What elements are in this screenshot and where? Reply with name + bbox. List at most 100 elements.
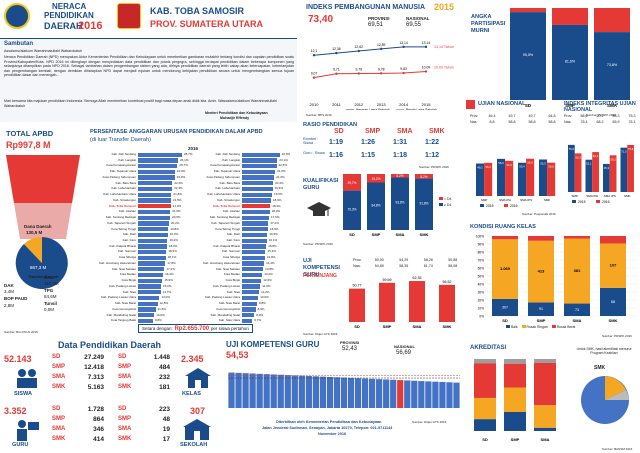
ukg-big-bar bbox=[439, 382, 446, 408]
akreditasi-smk-label: SMK bbox=[594, 365, 606, 371]
persentase-bar bbox=[242, 313, 255, 318]
kondisi-bar-berat bbox=[492, 236, 518, 240]
kondisi-ytick: 50% bbox=[478, 275, 485, 279]
persentase-row-label: Kab. Padang Lawas bbox=[109, 283, 136, 288]
ukg-big-bar bbox=[354, 378, 362, 408]
persentase-bar bbox=[138, 215, 171, 220]
rasio-col-smk: SMK bbox=[429, 128, 445, 135]
persentase-bar bbox=[138, 192, 172, 197]
ujian-nas-value: 58,8 bbox=[548, 120, 556, 124]
persentase-row-label: Kota Sibolga bbox=[118, 255, 136, 260]
persentase-row-label: Kota Medan bbox=[119, 272, 136, 277]
ipm-point-harapan bbox=[357, 49, 360, 53]
apbd-dau-label: DAU bbox=[44, 275, 54, 280]
ujian-legend-2015: 2015 bbox=[486, 204, 494, 208]
akreditasi-bar-segment bbox=[474, 397, 496, 420]
akreditasi-category: SD bbox=[482, 437, 488, 442]
persentase-bar bbox=[138, 249, 167, 255]
persentase-row-value: 20,3% bbox=[275, 180, 284, 185]
kelas-level: SD bbox=[118, 354, 127, 360]
integritas-nas-value: 76,4 bbox=[580, 120, 588, 124]
apbd-tpg-label: TPG bbox=[44, 288, 54, 293]
kondisi-bar-baik bbox=[492, 298, 518, 316]
persentase-row-value: 8,9% bbox=[257, 306, 265, 311]
persentase-row-label: Kab. Toba Samosir bbox=[109, 203, 136, 208]
guru-value: 1.728 bbox=[87, 406, 104, 413]
ipm-source: Sumber: BPS 2016 bbox=[306, 113, 332, 117]
guru-label: GURU bbox=[12, 442, 29, 448]
akreditasi-panel: AKREDITASI SD SMP SMA Untuk SMK, hasil akr… bbox=[466, 343, 640, 453]
kualifikasi-source: Sumber: PDSPK 2016 bbox=[303, 242, 333, 246]
kondisi-bar-berat bbox=[528, 236, 554, 241]
ukg-big-nasional-label: NASIONAL bbox=[394, 344, 415, 349]
ukg-big-bar bbox=[369, 378, 376, 408]
persentase-row-label: Kab. Humbang Hasundutan bbox=[98, 260, 136, 265]
ipm-year-tick: 2014 bbox=[399, 102, 409, 107]
persentase-row-label: Kab. Serdang Bedagai bbox=[209, 215, 240, 220]
ipm-year: 2015 bbox=[434, 2, 455, 12]
akreditasi-title: AKREDITASI bbox=[470, 345, 507, 351]
persentase-row-value: 17,8% bbox=[167, 260, 176, 265]
ujian-label-2016: 53,3 bbox=[506, 163, 512, 167]
persentase-row-value: 22,5% bbox=[278, 163, 288, 168]
persentase-bar bbox=[138, 278, 163, 283]
persentase-bar bbox=[242, 232, 268, 238]
ukg-small-bar-label: 50,77 bbox=[353, 284, 362, 288]
ukg-small-nas-value: 54,89 bbox=[374, 264, 384, 268]
persentase-row-label: Kab. Deli Serdang bbox=[215, 152, 240, 156]
kualifikasi-bottom-label: 93,8% bbox=[395, 201, 404, 205]
persentase-row-label: Kab. Batu Bara bbox=[219, 180, 240, 185]
persentase-row-value: 28,7% bbox=[184, 152, 193, 156]
persentase-bar bbox=[242, 244, 267, 249]
akreditasi-category: SMA bbox=[541, 437, 550, 442]
apm-bar-remainder bbox=[510, 8, 546, 13]
ukg-big-footer-2: Jalan Jenderal Sudirman, Senayan, Jakart… bbox=[262, 426, 393, 430]
ukg-big-bar bbox=[425, 381, 432, 408]
guru-total: 3.352 bbox=[4, 406, 27, 416]
persentase-row-value: 19,2% bbox=[169, 238, 178, 242]
apbd-tunsil-label: Tunsil bbox=[44, 301, 57, 306]
ujian-category: SMA IPA bbox=[499, 198, 511, 202]
apm-bar-label: 81,6% bbox=[565, 59, 576, 63]
kelas-value: 181 bbox=[159, 384, 170, 391]
rasio-row1-sma: 1:31 bbox=[393, 139, 408, 146]
persentase-bar bbox=[242, 301, 258, 306]
siswa-level: SMA bbox=[52, 374, 66, 380]
kondisi-category: SMA bbox=[573, 318, 582, 323]
guru-level: SMA bbox=[52, 426, 66, 432]
kualifikasi-bar-top bbox=[415, 174, 433, 179]
ukg-small-title: UJI KOMPETENSI GURU bbox=[303, 258, 340, 278]
integritas-bar-2016 bbox=[592, 152, 599, 192]
province-name: PROV. SUMATERA UTARA bbox=[150, 19, 264, 29]
ukg-small-nas-value: 58,08 bbox=[448, 264, 458, 268]
ipm-label-harapan: 12,62 bbox=[355, 45, 364, 49]
persentase-footer-unit: per siswa pertahun bbox=[210, 326, 249, 331]
ipm-label-rerata: 9,71 bbox=[333, 68, 340, 72]
rasio-row1-sd: 1:19 bbox=[329, 139, 344, 146]
persentase-row-label: Kab. Mandailing Natal bbox=[210, 312, 240, 317]
persentase-bar bbox=[242, 163, 277, 169]
persentase-row-value: 11,9% bbox=[262, 283, 271, 288]
akreditasi-bar-segment bbox=[534, 362, 556, 406]
persentase-bar bbox=[242, 175, 275, 180]
kualifikasi-legend-1-label: < D4 bbox=[443, 197, 452, 201]
persentase-bar bbox=[242, 290, 260, 295]
persentase-row-label: Kab. Nias Utara bbox=[218, 318, 240, 323]
kualifikasi-legend: < D4 ≥ D4 bbox=[439, 196, 451, 208]
persentase-row-label: Kab. Langkat bbox=[118, 157, 136, 162]
persentase-bar bbox=[138, 313, 155, 318]
persentase-row-label: Kab. Tapanuli Utara bbox=[109, 169, 136, 174]
persentase-row-value: 18,9% bbox=[168, 243, 178, 248]
persentase-bar bbox=[138, 175, 175, 180]
persentase-row-value: 25,7% bbox=[179, 163, 188, 168]
ukg-big-bar bbox=[390, 379, 397, 408]
persentase-row-label: Kab. Asahan bbox=[222, 209, 240, 214]
persentase-bar bbox=[242, 307, 256, 312]
sambutan-paragraph-1: Neraca Pendidikan Daerah (NPD) merupakan… bbox=[4, 55, 294, 78]
persentase-bar bbox=[242, 255, 265, 261]
persentase-bar bbox=[242, 152, 280, 157]
integritas-bar-2015 bbox=[585, 159, 593, 192]
ipm-label-harapan: 12,89 bbox=[377, 43, 386, 47]
ipm-point-rerata bbox=[312, 76, 316, 79]
persentase-row-label: Kab. Padang Lawas bbox=[213, 283, 240, 288]
